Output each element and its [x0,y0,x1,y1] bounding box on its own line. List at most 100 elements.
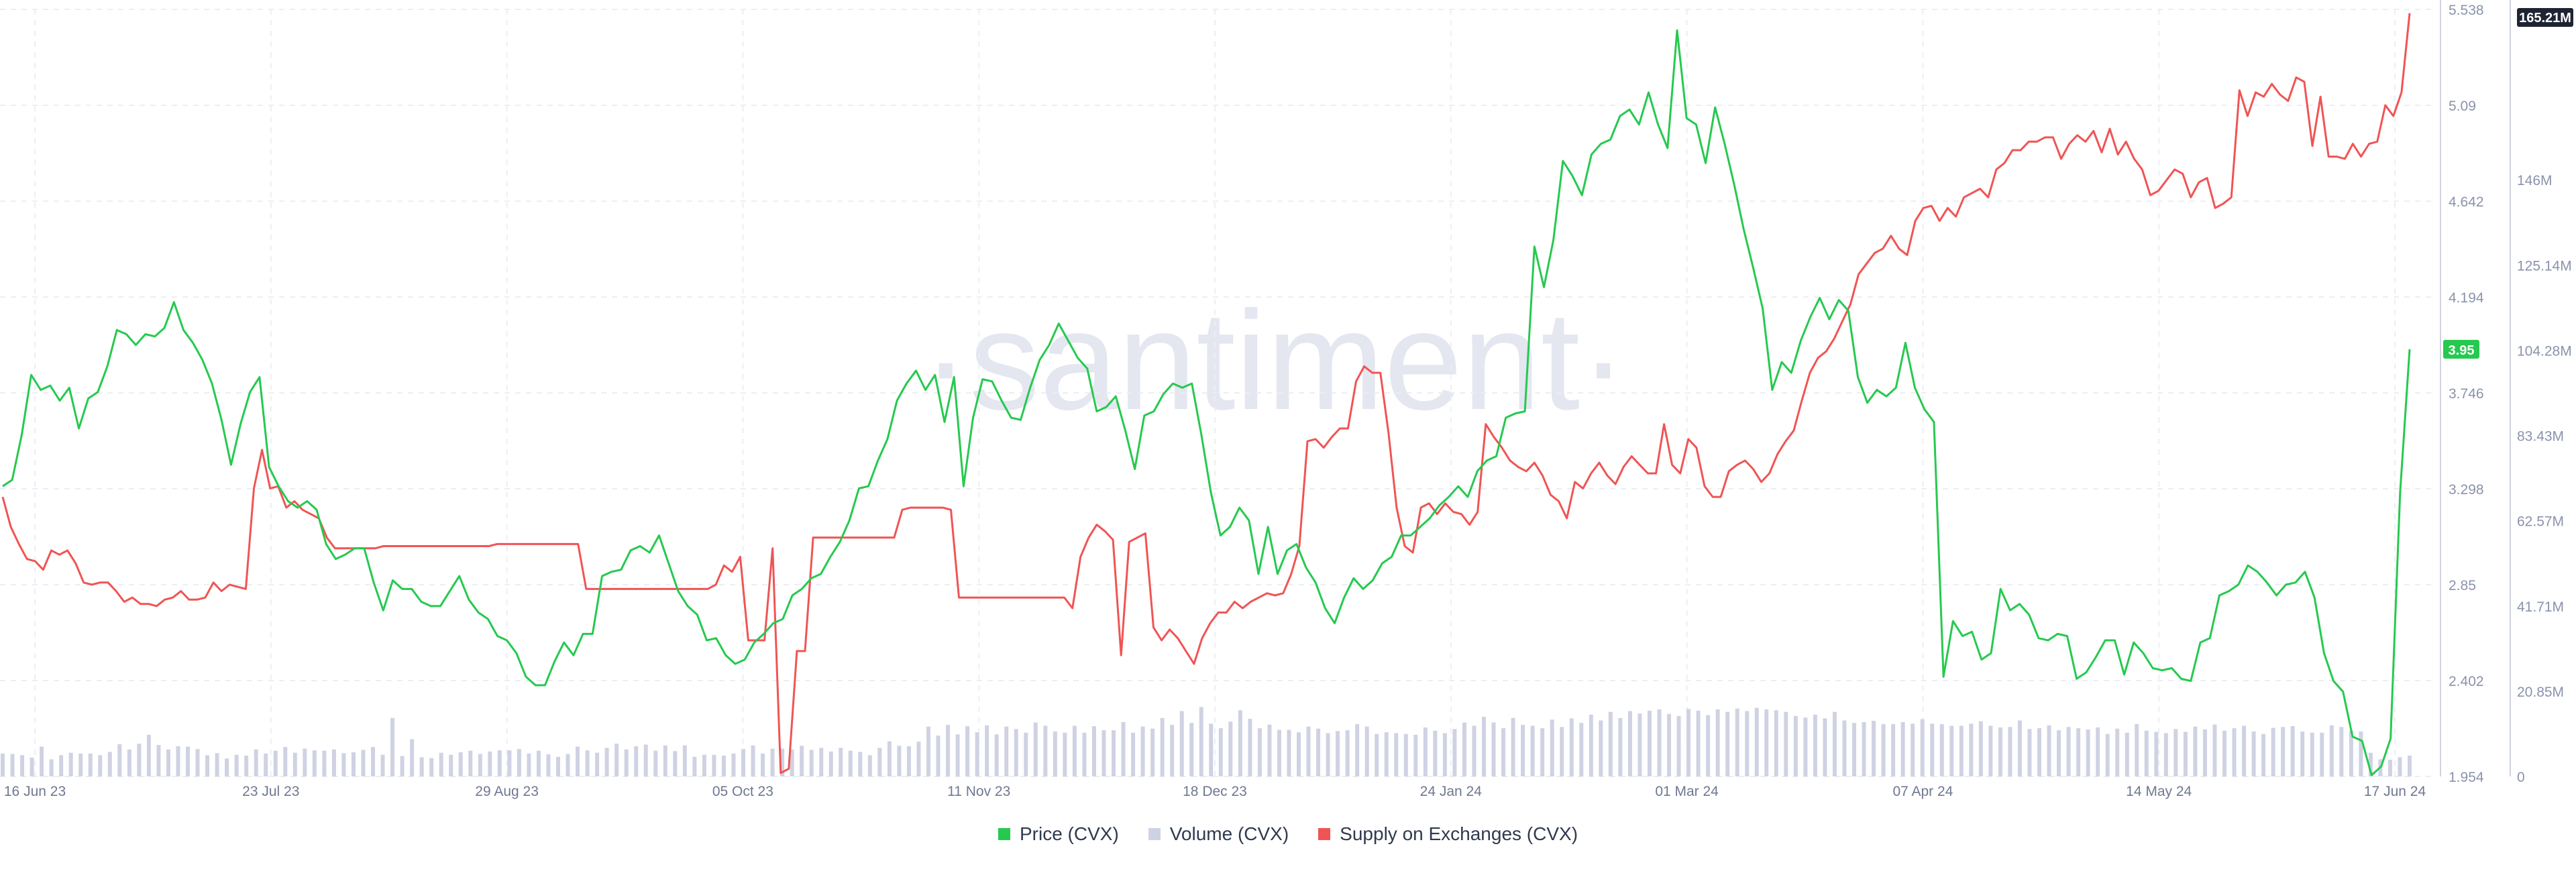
volume-bar [351,752,356,776]
x-tick-label: 14 May 24 [2126,784,2192,799]
volume-bar [702,754,706,776]
volume-bar [458,752,463,776]
volume-bar [1267,724,1272,776]
volume-bar [2076,728,2081,776]
volume-bar [1696,710,1701,776]
volume-bar [1608,711,1613,776]
volume-bar [1238,710,1242,776]
volume-bar [20,755,25,776]
volume-bar [1004,726,1009,776]
volume-bar [40,746,44,776]
volume-bar [1072,725,1077,776]
volume-bar [2008,727,2012,776]
volume-bar [692,756,697,776]
volume-bar [576,746,580,776]
volume-bar [1735,708,1739,776]
volume-bar [146,734,151,776]
volume-bar [1881,723,1886,776]
volume-bar [78,753,83,776]
volume-bar [1140,726,1145,776]
volume-bar [2242,725,2247,776]
volume-bar [536,750,541,776]
volume-bar [1521,725,1525,776]
volume-bar [624,749,629,776]
current-supply-label: 165.21M [2519,11,2571,25]
volume-bar [721,755,726,776]
volume-bar [468,750,473,776]
volume-bar [2398,757,2402,776]
legend-swatch-volume [1148,828,1161,840]
x-tick-label: 11 Nov 23 [947,784,1010,799]
x-tick-label: 17 Jun 24 [2364,784,2426,799]
volume-bar [292,752,297,776]
volume-bar [1657,709,1662,776]
volume-tick-label: 83.43M [2517,429,2564,445]
volume-bar [1043,725,1048,776]
volume-bar [2193,726,2198,776]
current-price-tag [2443,339,2479,359]
legend-item-volume[interactable]: Volume (CVX) [1148,823,1289,845]
x-tick-label: 01 Mar 24 [1655,784,1719,799]
watermark: ·santiment· [922,282,1627,439]
volume-bar [507,750,512,776]
volume-bar [1316,728,1321,776]
volume-bar [1803,717,1808,776]
price-line [2,29,2411,776]
volume-bar [673,751,678,776]
volume-bar [751,745,755,776]
volume-bar [1725,711,1730,776]
volume-bar [88,753,93,776]
volume-bar [2251,731,2256,776]
volume-bar [712,754,716,776]
volume-bar [1472,725,1477,776]
volume-bar [1540,728,1545,776]
volume-bar [1199,707,1203,776]
volume-bar [517,749,521,776]
volume-bar [1257,728,1262,776]
volume-bar [867,755,872,776]
volume-bar [1091,726,1096,776]
legend-swatch-supply [1318,828,1331,840]
volume-bar [653,750,658,776]
volume-bar [1832,711,1837,776]
volume-bar [1813,714,1817,776]
volume-bar [478,754,482,776]
volume-bar [1862,721,1866,776]
volume-bar [1179,711,1184,776]
volume-bar [604,748,609,776]
x-tick-label: 29 Aug 23 [475,784,539,799]
volume-bar [2339,727,2344,776]
legend-item-price[interactable]: Price (CVX) [998,823,1119,845]
price-tick-label: 2.402 [2449,674,2484,689]
volume-bar [1452,729,1457,776]
volume-bar [546,754,551,776]
price-tick-label: 3.298 [2449,482,2484,498]
volume-bar [1014,729,1018,776]
volume-bar [1287,730,1291,776]
volume-bar [1442,733,1447,776]
legend-item-supply[interactable]: Supply on Exchanges (CVX) [1318,823,1578,845]
volume-bar [2096,727,2100,776]
volume-bar [1872,721,1876,776]
volume-bar [1754,707,1759,776]
volume-bar [1112,730,1116,776]
x-tick-label: 18 Dec 23 [1183,784,1247,799]
volume-bar [1462,722,1466,776]
volume-bar [1170,725,1175,776]
volume-bar [819,748,824,776]
volume-bar [585,750,590,776]
volume-bar [1248,719,1252,776]
volume-bar [761,753,765,776]
volume-bar [1491,722,1496,776]
volume-bar [1949,725,1954,776]
price-tick-label: 2.85 [2449,578,2476,593]
volume-bar [2174,729,2178,776]
volume-bar [955,734,960,776]
volume-bar [906,746,911,776]
volume-bar [429,758,434,776]
volume-bar [614,744,619,776]
volume-bar [2105,734,2110,776]
volume-bar [1823,718,1827,776]
